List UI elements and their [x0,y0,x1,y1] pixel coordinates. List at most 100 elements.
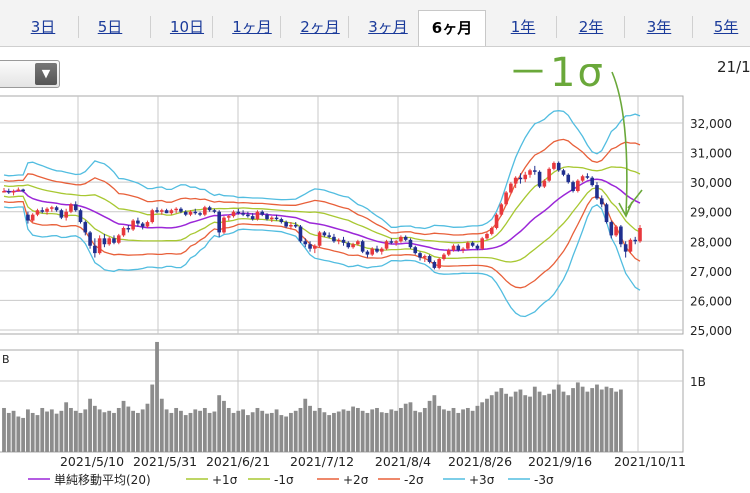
candle-body [537,171,542,187]
candle-body [518,177,523,180]
volume-bar [470,410,475,452]
candle-body [322,232,327,236]
volume-bar [69,407,73,452]
legend-label: +3σ [469,473,495,487]
x-tick-label: 2021/5/31 [133,454,197,469]
volume-bar [269,412,274,452]
tab-period-0[interactable]: 3日 [30,18,56,36]
volume-bar [298,407,303,452]
candle-body [599,198,604,205]
volume-bar [494,391,499,452]
volume-bar [59,410,64,452]
volume-bar [399,407,403,452]
candle-body [609,222,614,236]
tab-period-9[interactable]: 3年 [646,18,672,36]
x-tick-label: 2021/7/12 [290,454,354,469]
volume-bar [556,384,561,452]
volume-bar [49,409,54,452]
volume-bar [552,389,556,452]
volume-bar [64,402,69,452]
tab-separator [556,16,557,38]
tab-period-3[interactable]: 1ヶ月 [232,18,272,36]
volume-bar [575,382,580,452]
candle-body [375,248,379,252]
volume-bar [212,411,217,452]
candle-body [255,211,260,220]
tab-period-4[interactable]: 2ヶ月 [300,18,340,36]
volume-bar [274,409,279,452]
volume-bar [241,409,245,452]
candle-body [556,162,561,171]
volume-bar [571,388,575,452]
candle-body [179,208,183,212]
volume-bar [580,386,585,452]
volume-bar [293,410,298,452]
candle-body [528,170,532,175]
candle-body [73,204,78,211]
legend-label: +1σ [212,473,238,487]
candle-body [552,162,556,169]
candle-body [54,207,59,211]
candle-body [327,235,331,237]
candle-body [6,191,11,193]
volume-bar [332,412,336,452]
minus-2-sigma-line [3,195,641,289]
volume-bar [78,412,83,452]
tab-separator [624,16,625,38]
candle-body [64,211,68,218]
candle-body [566,174,571,183]
candle-body [389,241,394,243]
tab-period-6[interactable]: 6ヶ月 [418,10,486,46]
candle-body [107,238,112,245]
legend-label: -1σ [274,473,294,487]
candle-body [351,244,355,248]
candle-body [298,226,303,242]
candle-body [236,211,241,214]
volume-bar [461,409,465,452]
volume-bar [21,417,26,452]
volume-bar [489,395,494,452]
volume-bar [547,393,552,452]
volume-bar [217,395,222,452]
volume-bar [485,398,489,452]
candle-body [222,217,226,233]
candle-body [274,217,279,220]
tab-period-8[interactable]: 2年 [578,18,604,36]
volume-bar [418,412,422,452]
chevron-down-icon[interactable]: ▼ [35,63,57,85]
tab-period-7[interactable]: 1年 [510,18,536,36]
candle-body [203,207,207,215]
chart-type-dropdown[interactable]: ▼ [0,60,60,88]
candle-body [332,236,336,242]
tab-period-2[interactable]: 10日 [169,18,205,36]
price-tick-label: 31,000 [690,147,732,161]
candle-body [499,204,504,215]
volume-bar [107,410,112,452]
candle-body [394,241,398,243]
candle-body [250,216,255,220]
volume-bar [322,412,327,452]
tab-period-5[interactable]: 3ヶ月 [368,18,408,36]
volume-bar [375,407,379,452]
volume-bar [432,395,437,452]
candle-body [45,208,49,212]
tab-period-1[interactable]: 5日 [97,18,123,36]
candle-body [485,233,489,239]
volume-bar [532,386,537,452]
x-tick-label: 2021/8/4 [375,454,431,469]
volume-bar [54,413,59,452]
volume-bar [336,411,341,452]
volume-bar [341,409,346,452]
candle-body [212,210,217,212]
date-readout: 21/1 [717,58,750,76]
candle-body [188,211,193,215]
volume-bar [518,389,523,452]
volume-bar [614,391,618,452]
candle-body [293,225,298,227]
x-tick-label: 2021/6/21 [206,454,270,469]
volume-bar [289,412,293,452]
tab-period-10[interactable]: 5年 [713,18,739,36]
volume-bar [566,395,571,452]
volume-bar [542,395,547,452]
candle-body [623,244,628,252]
